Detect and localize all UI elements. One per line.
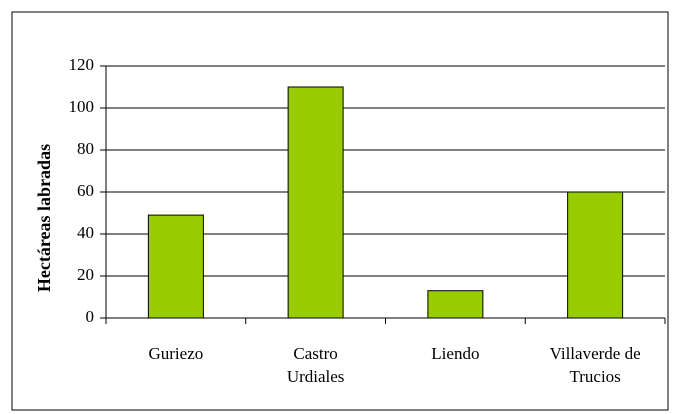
y-tick-label: 60: [77, 181, 94, 200]
bar: [427, 290, 484, 319]
x-tick-label: Liendo: [431, 344, 479, 363]
y-tick-label: 40: [77, 223, 94, 242]
y-tick-label: 0: [86, 307, 95, 326]
y-tick-label: 100: [69, 97, 95, 116]
y-tick-label: 20: [77, 265, 94, 284]
bar: [287, 86, 344, 319]
x-tick-label: Castro Urdiales: [287, 344, 345, 386]
y-axis-label: Hectáreas labradas: [34, 144, 54, 292]
x-tick-label: Guriezo: [148, 344, 203, 363]
y-tick-label: 120: [69, 55, 95, 74]
bar: [567, 191, 624, 319]
bar: [147, 214, 204, 319]
x-tick-label: Villaverde de Trucios: [550, 344, 641, 386]
y-tick-label: 80: [77, 139, 94, 158]
